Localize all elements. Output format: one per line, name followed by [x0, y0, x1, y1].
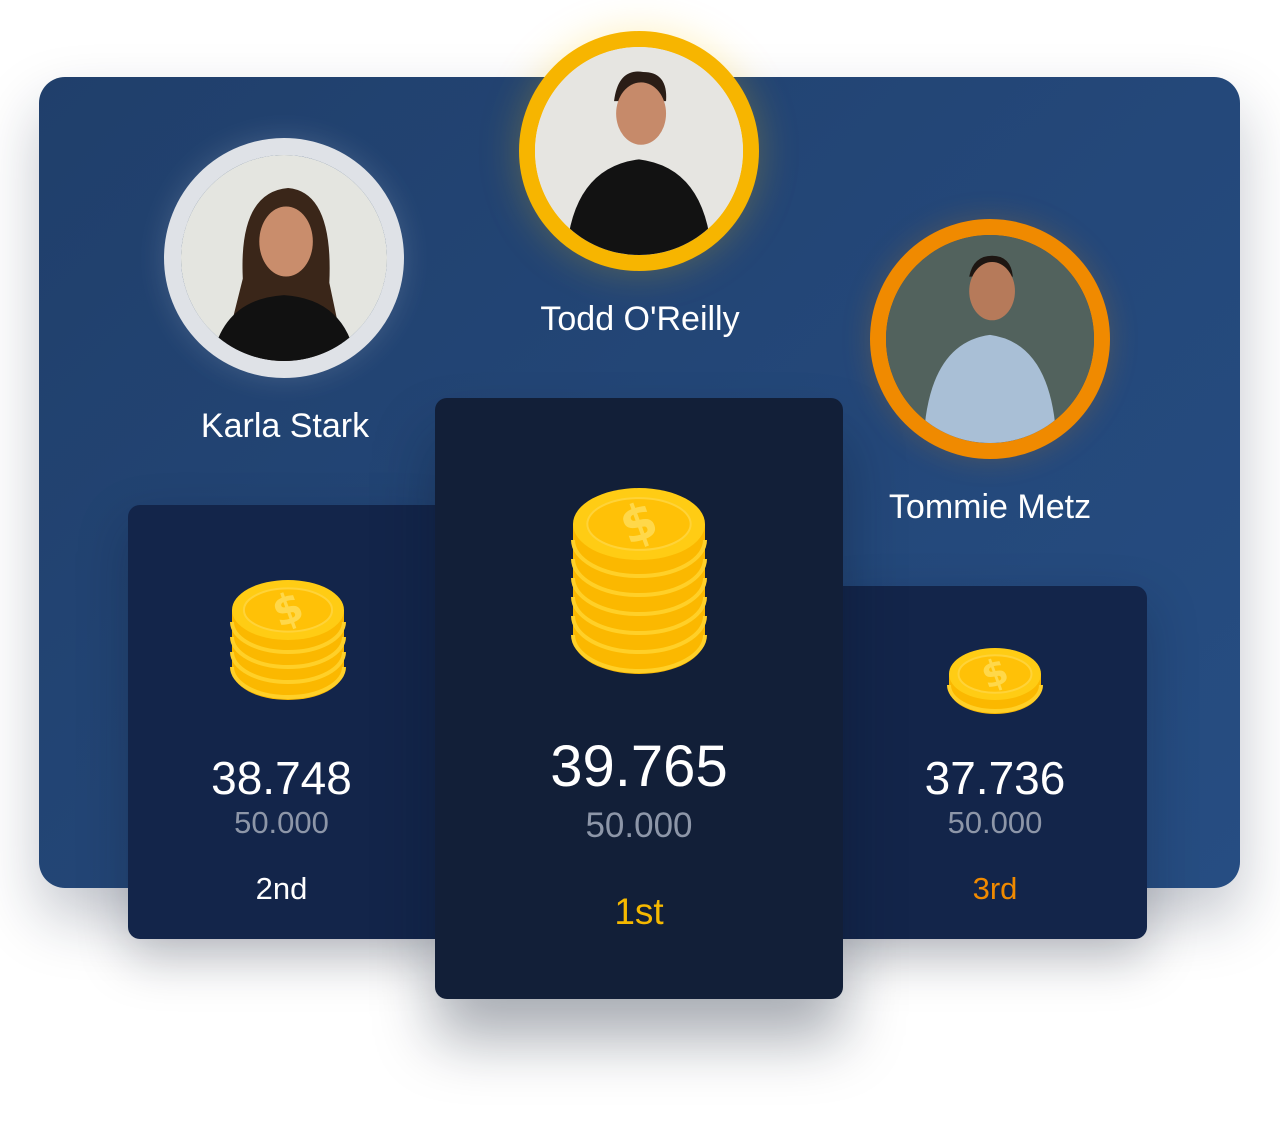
score-max: 50.000	[234, 805, 329, 840]
player-name: Todd O'Reilly	[540, 300, 740, 338]
player-name: Tommie Metz	[888, 488, 1092, 526]
rank-label: 3rd	[972, 871, 1018, 906]
coin-stack-icon: $	[571, 488, 707, 683]
score: 39.765	[550, 734, 728, 799]
player-name: Karla Stark	[200, 407, 370, 445]
score-max: 50.000	[585, 806, 693, 845]
coin-edge	[571, 558, 707, 597]
person-photo	[886, 235, 1094, 443]
podium-card-second: $ 38.748 50.000 2nd	[128, 505, 448, 939]
avatar-karla-stark	[164, 138, 404, 378]
coin-edge	[571, 615, 707, 654]
coin-edge	[571, 539, 707, 578]
coin-edge	[571, 577, 707, 616]
avatar-todd-oreilly	[519, 31, 759, 271]
score: 37.736	[924, 752, 1066, 804]
coin-edge	[230, 621, 346, 654]
coin-edge	[230, 651, 346, 684]
avatar-tommie-metz	[870, 219, 1110, 459]
coin-edge	[571, 634, 707, 673]
person-photo	[181, 155, 387, 361]
rank-label: 2nd	[255, 871, 308, 906]
coin-stack-icon: $	[946, 648, 1043, 723]
rank-label: 1st	[614, 891, 664, 932]
podium-card-first: $ 39.765 50.000 1st	[435, 398, 843, 999]
coin-edge	[230, 636, 346, 669]
coin-stack-icon: $	[230, 580, 346, 709]
score: 38.748	[211, 752, 352, 804]
podium-card-third: $ 37.736 50.000 3rd	[830, 586, 1147, 939]
coin-edge	[571, 596, 707, 635]
coin-edge	[230, 666, 346, 699]
coin-edge	[946, 684, 1043, 713]
score-max: 50.000	[947, 805, 1043, 840]
person-photo	[535, 47, 743, 255]
